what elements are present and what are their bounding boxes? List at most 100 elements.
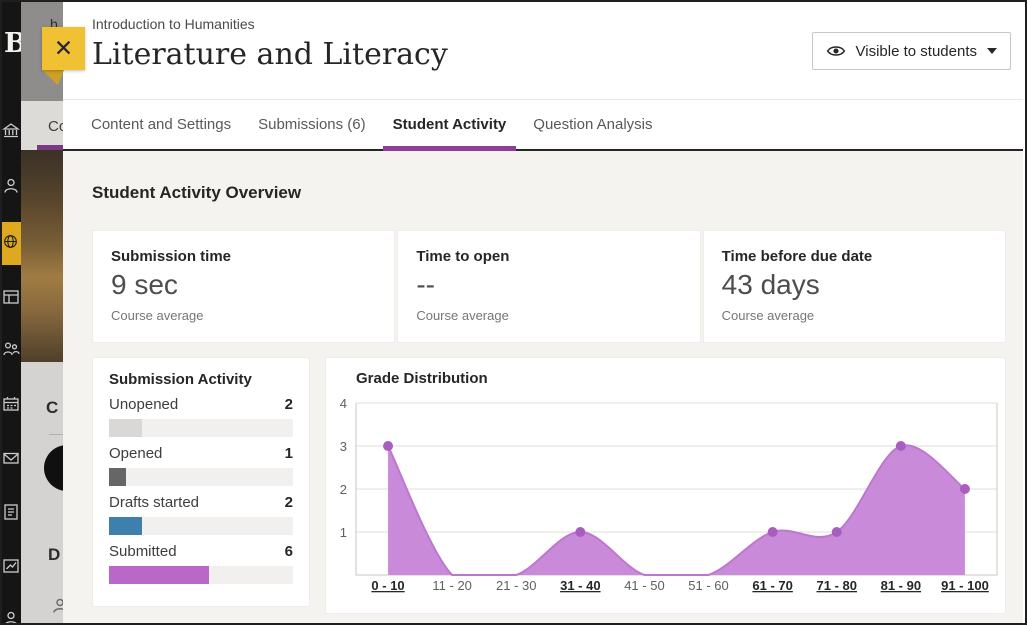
chart-box-icon[interactable] [2, 557, 20, 580]
y-tick-label: 4 [340, 396, 347, 411]
activity-bar-fill [109, 517, 143, 535]
document-icon[interactable] [2, 503, 20, 526]
activity-count: 2 [284, 494, 293, 511]
data-point [575, 527, 586, 537]
grade-range-link[interactable]: 71 - 80 [817, 578, 857, 593]
avatar [44, 445, 63, 491]
activity-row-submitted: Submitted 6 [109, 542, 293, 584]
grade-range-label: 11 - 20 [432, 578, 472, 593]
active-nav-item[interactable] [0, 222, 21, 265]
activity-label: Unopened [109, 396, 179, 413]
activity-row-drafts-started: Drafts started 2 [109, 493, 293, 535]
grade-range-link[interactable]: 91 - 100 [941, 578, 989, 593]
stat-card-time-to-open: Time to open -- Course average [397, 230, 701, 343]
stat-cards-row: Submission time 9 sec Course average Tim… [92, 230, 1006, 343]
activity-bar-fill [109, 468, 126, 486]
grade-range-link[interactable]: 81 - 90 [881, 578, 921, 593]
underlay-heading-fragment: C [46, 398, 59, 417]
eye-icon [826, 46, 845, 56]
y-tick-label: 1 [340, 525, 347, 540]
page-title: Literature and Literacy [92, 37, 448, 72]
activity-bar-track [109, 517, 293, 535]
stat-value: 9 sec [111, 269, 178, 300]
data-point [831, 527, 842, 537]
activity-bar-fill [109, 419, 143, 437]
stat-caption: Course average [111, 308, 204, 324]
underlay-details-fragment: D [48, 545, 61, 564]
y-tick-label: 3 [340, 439, 347, 454]
area-series [388, 445, 965, 575]
assignment-panel: Introduction to Humanities Literature an… [63, 2, 1023, 623]
underlay-tab-bar [21, 101, 63, 150]
globe-icon [4, 235, 17, 248]
panel-header: Introduction to Humanities Literature an… [63, 2, 1023, 99]
tab-submissions[interactable]: Submissions (6) [258, 116, 366, 133]
course-banner-image [21, 150, 63, 362]
app-sidebar: B [0, 0, 21, 625]
section-heading: Student Activity Overview [92, 183, 302, 202]
stat-caption: Course average [721, 308, 815, 324]
underlay-tab-fragment: Co [48, 118, 63, 135]
people-group-icon[interactable] [2, 340, 20, 363]
grade-range-label: 41 - 50 [624, 578, 664, 593]
divider [49, 434, 63, 435]
data-point [959, 484, 970, 494]
activity-bar-track [109, 468, 293, 486]
grade-range-link[interactable]: 31 - 40 [560, 578, 600, 593]
person-icon [51, 597, 63, 620]
submission-activity-card: Submission Activity Unopened 2 Opened 1 [92, 357, 310, 607]
institution-icon[interactable] [1, 122, 21, 145]
underlay-breadcrumb-fragment: b [50, 16, 58, 32]
grade-range-link[interactable]: 61 - 70 [752, 578, 792, 593]
person-partial-icon[interactable] [2, 610, 20, 625]
activity-bar-track [109, 419, 293, 437]
activity-bar-fill [109, 566, 210, 584]
grade-range-link[interactable]: 0 - 10 [371, 578, 404, 593]
grade-range-label: 51 - 60 [688, 578, 728, 593]
underlay-content: C D [21, 362, 63, 623]
tab-content-and-settings[interactable]: Content and Settings [91, 116, 232, 133]
data-point [895, 441, 906, 451]
stat-card-submission-time: Submission time 9 sec Course average [92, 230, 396, 343]
envelope-icon[interactable] [2, 449, 20, 472]
stat-value: 43 days [721, 269, 820, 300]
y-tick-label: 2 [340, 482, 347, 497]
close-x-icon: ✕ [53, 35, 74, 61]
activity-count: 6 [284, 543, 293, 560]
activity-count: 2 [284, 396, 293, 413]
close-panel-button[interactable]: ✕ [42, 27, 85, 70]
activity-count: 1 [284, 445, 293, 462]
grade-range-label: 21 - 30 [496, 578, 536, 593]
tab-student-activity[interactable]: Student Activity [382, 100, 517, 151]
card-title: Grade Distribution [356, 370, 488, 387]
stat-label: Time before due date [721, 248, 873, 265]
activity-row-unopened: Unopened 2 [109, 395, 293, 437]
blackboard-b-logo[interactable]: B [4, 28, 21, 59]
person-icon[interactable] [2, 177, 20, 200]
dimmed-background-page: b Co C D [21, 2, 63, 623]
calendar-icon[interactable] [2, 395, 20, 418]
underlay-tab-underline [37, 145, 63, 150]
activity-bar-track [109, 566, 293, 584]
visibility-label: Visible to students [855, 42, 977, 60]
data-point [767, 527, 778, 537]
activity-label: Opened [109, 445, 163, 462]
stat-value: -- [416, 269, 435, 300]
visibility-dropdown[interactable]: Visible to students [811, 32, 1011, 70]
grade-distribution-chart: 1 2 3 4 0 - 10 11 - 20 21 - 30 31 - 40 41 - 50 51… [332, 393, 1005, 610]
stat-caption: Course average [416, 308, 509, 324]
tab-question-analysis[interactable]: Question Analysis [533, 116, 653, 133]
activity-row-opened: Opened 1 [109, 444, 293, 486]
activity-label: Submitted [109, 543, 177, 560]
charts-row: Submission Activity Unopened 2 Opened 1 [92, 357, 1006, 614]
window-icon[interactable] [2, 288, 20, 311]
series-line [387, 444, 966, 576]
stat-card-time-before-due: Time before due date 43 days Course aver… [702, 230, 1006, 343]
chevron-down-icon [987, 48, 997, 54]
stat-label: Time to open [416, 248, 510, 265]
tab-bar: Content and Settings Submissions (6) Stu… [63, 99, 1023, 151]
course-name: Introduction to Humanities [92, 16, 255, 32]
data-point [383, 441, 394, 451]
student-activity-content: Student Activity Overview Submission tim… [63, 151, 1023, 623]
